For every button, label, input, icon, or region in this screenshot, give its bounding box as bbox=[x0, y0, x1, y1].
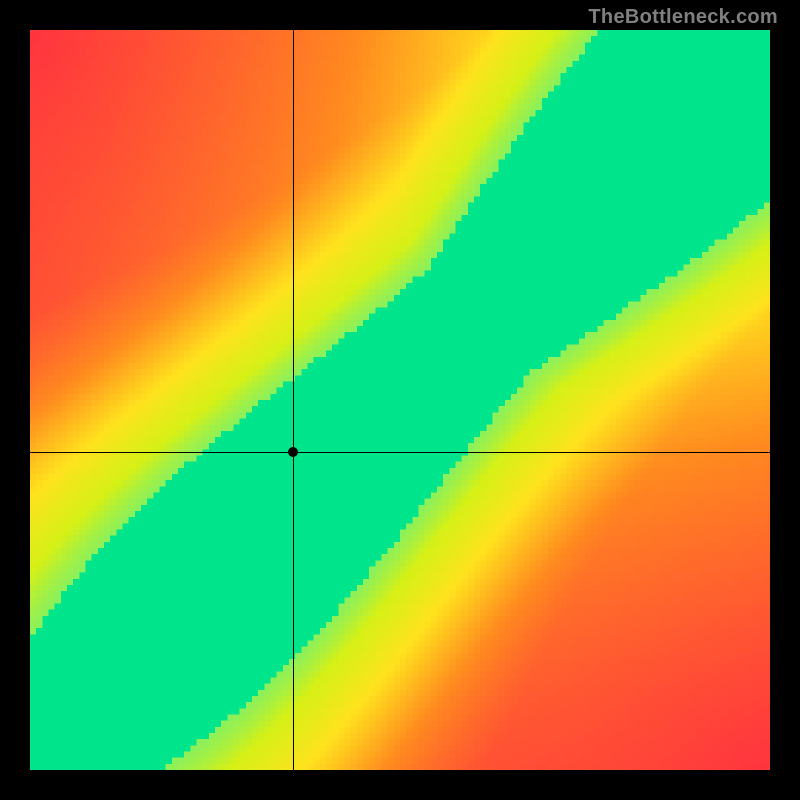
watermark-text: TheBottleneck.com bbox=[588, 6, 778, 29]
heatmap-canvas bbox=[30, 30, 770, 770]
bottleneck-heatmap bbox=[30, 30, 770, 770]
